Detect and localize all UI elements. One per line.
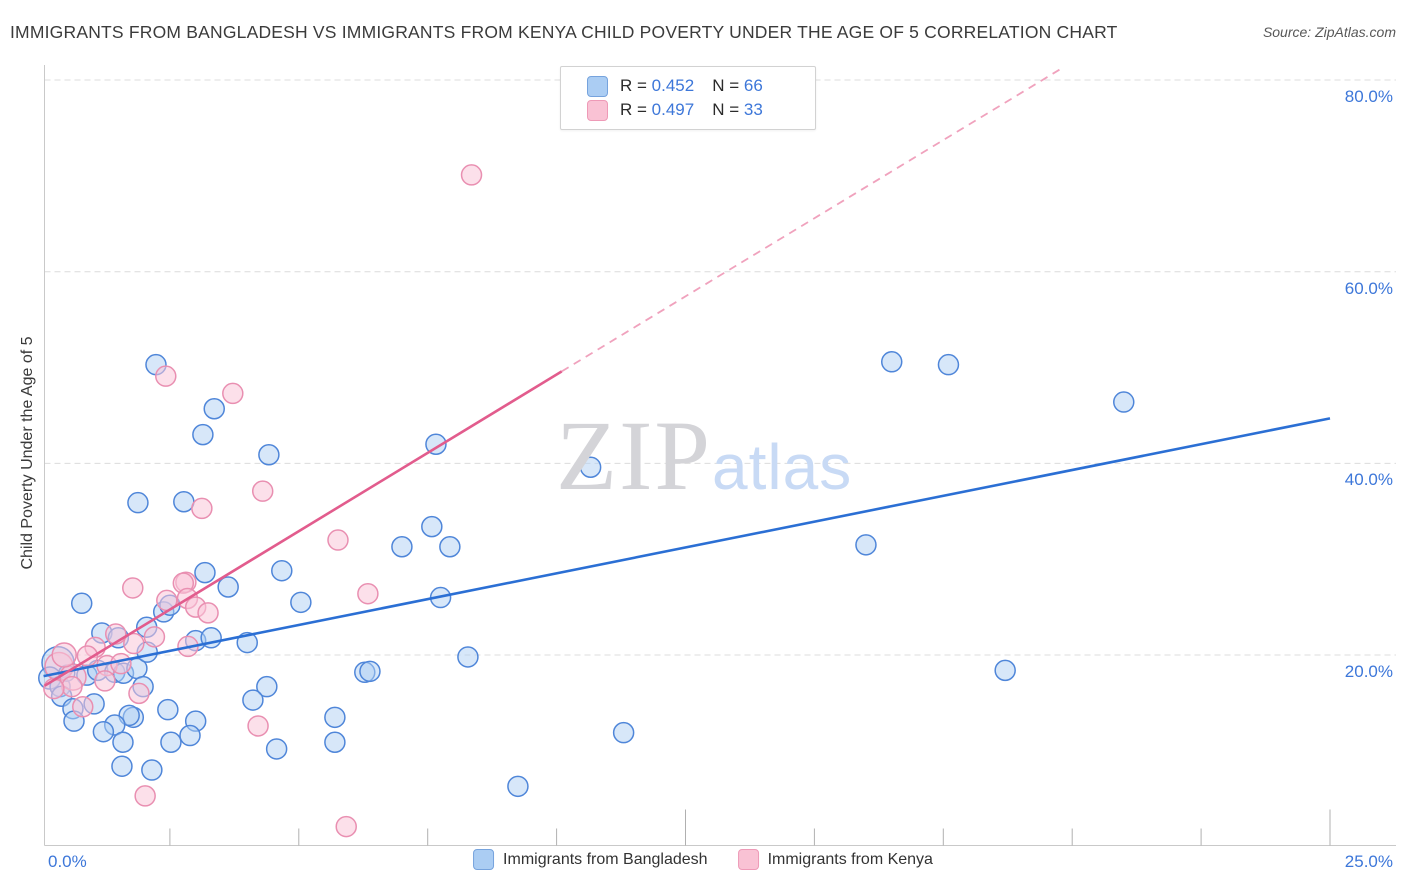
scatter-point-kenya <box>122 577 144 599</box>
scatter-point-bangladesh <box>192 423 214 446</box>
scatter-point-bangladesh <box>242 689 264 711</box>
scatter-point-kenya <box>251 480 274 502</box>
y-tick-label-40: 40.0% <box>1344 470 1393 490</box>
zipatlas-watermark: ZIPatlas <box>556 398 852 513</box>
scatter-point-bangladesh <box>391 536 413 558</box>
scatter-point-kenya <box>247 715 269 737</box>
scatter-point-bangladesh <box>439 536 461 558</box>
bangladesh-swatch-icon <box>587 75 608 97</box>
scatter-point-bangladesh <box>265 738 288 760</box>
scatter-point-kenya <box>197 602 219 624</box>
scatter-point-kenya <box>335 815 357 838</box>
scatter-point-bangladesh <box>217 576 239 598</box>
scatter-point-bangladesh <box>256 675 278 698</box>
scatter-point-bangladesh <box>173 490 195 513</box>
series-legend: Immigrants from Bangladesh Immigrants fr… <box>473 849 933 870</box>
scatter-point-kenya <box>143 626 166 648</box>
scatter-point-bangladesh <box>258 444 280 466</box>
scatter-point-kenya <box>110 652 132 675</box>
correlation-legend-box: R = 0.452 N = 66 R = 0.497 N = 33 <box>560 66 816 130</box>
scatter-point-kenya <box>327 529 349 551</box>
scatter-point-kenya <box>222 382 244 405</box>
legend-label: Immigrants from Bangladesh <box>503 850 708 868</box>
scatter-point-bangladesh <box>421 515 443 538</box>
scatter-point-bangladesh <box>425 433 447 455</box>
y-tick-label-20: 20.0% <box>1344 662 1393 682</box>
scatter-point-bangladesh <box>457 646 479 668</box>
source-attribution: Source: ZipAtlas.com <box>1262 24 1396 40</box>
n-label: N = <box>712 100 744 119</box>
x-tick-label-min: 0.0% <box>48 852 87 871</box>
x-tick-label-max: 25.0% <box>1344 852 1393 871</box>
scatter-point-kenya <box>94 670 116 692</box>
scatter-point-bangladesh <box>70 592 93 615</box>
scatter-point-bangladesh <box>579 456 602 478</box>
scatter-point-kenya <box>134 785 156 807</box>
scatter-point-kenya <box>357 582 379 605</box>
trend-line-bangladesh-solid <box>43 417 1331 678</box>
scatter-point-kenya <box>191 497 213 520</box>
kenya-swatch-icon <box>737 849 759 870</box>
r-label: R = <box>620 76 652 95</box>
n-label: N = <box>712 76 744 95</box>
scatter-point-bangladesh <box>290 591 312 614</box>
y-axis-title: Child Poverty Under the Age of 5 <box>19 336 36 570</box>
scatter-point-bangladesh <box>271 559 293 582</box>
y-tick-label-80: 80.0% <box>1344 87 1393 107</box>
scatter-point-bangladesh <box>994 659 1016 682</box>
scatter-point-kenya <box>460 164 483 186</box>
scatter-point-bangladesh <box>612 721 635 744</box>
r-value: 0.497 <box>651 100 695 119</box>
trend-line-kenya-solid <box>43 370 563 687</box>
scatter-point-bangladesh <box>1113 391 1135 413</box>
scatter-point-bangladesh <box>127 491 149 514</box>
scatter-point-kenya <box>51 642 77 668</box>
watermark-zip: ZIP <box>556 400 712 511</box>
scatter-point-bangladesh <box>194 561 216 584</box>
scatter-point-bangladesh <box>160 731 182 753</box>
scatter-point-kenya <box>72 696 94 718</box>
scatter-point-kenya <box>76 645 99 667</box>
scatter-point-bangladesh <box>937 353 960 376</box>
scatter-point-bangladesh <box>507 775 529 798</box>
scatter-point-kenya <box>61 675 83 698</box>
kenya-swatch-icon <box>587 99 608 121</box>
scatter-point-bangladesh <box>112 731 134 753</box>
bangladesh-swatch-icon <box>473 849 495 870</box>
y-tick-label-60: 60.0% <box>1344 278 1393 298</box>
scatter-point-bangladesh <box>203 398 225 420</box>
scatter-point-kenya <box>128 682 150 705</box>
scatter-point-kenya <box>123 632 145 655</box>
legend-row-bangladesh: R = 0.452 N = 66 <box>587 74 815 98</box>
scatter-point-bangladesh <box>880 351 903 373</box>
scatter-point-bangladesh <box>855 534 877 556</box>
legend-row-kenya: R = 0.497 N = 33 <box>587 98 815 122</box>
watermark-atlas: atlas <box>712 431 853 503</box>
scatter-point-bangladesh <box>111 755 133 777</box>
r-value: 0.452 <box>651 76 695 95</box>
legend-item-kenya: Immigrants from Kenya <box>737 849 933 870</box>
scatter-point-bangladesh <box>141 759 163 781</box>
scatter-point-bangladesh <box>157 698 179 721</box>
scatter-point-bangladesh <box>179 724 201 747</box>
r-label: R = <box>620 100 652 119</box>
n-value: 66 <box>743 76 763 95</box>
page-title: IMMIGRANTS FROM BANGLADESH VS IMMIGRANTS… <box>10 22 1118 42</box>
legend-item-bangladesh: Immigrants from Bangladesh <box>473 849 708 870</box>
scatter-point-bangladesh <box>92 720 115 743</box>
scatter-point-bangladesh <box>359 660 381 683</box>
scatter-point-bangladesh <box>324 706 346 729</box>
scatter-point-bangladesh <box>324 731 346 753</box>
scatter-point-kenya <box>155 365 177 387</box>
legend-label: Immigrants from Kenya <box>767 850 933 868</box>
n-value: 33 <box>743 100 763 119</box>
